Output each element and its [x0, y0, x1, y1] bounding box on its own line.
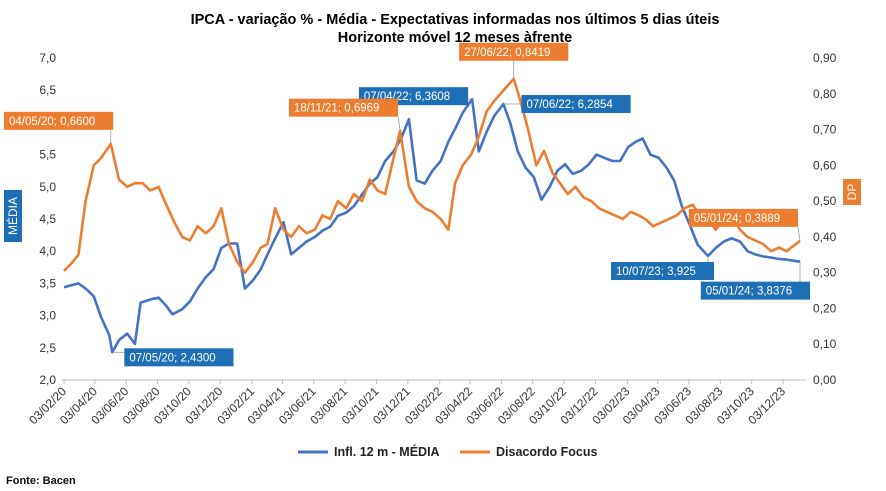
left-tick-label: 5,0: [39, 180, 56, 194]
legend-label-disacordo: Disacordo Focus: [496, 445, 597, 459]
left-tick-label: 2,0: [39, 373, 56, 387]
right-tick-label: 0,40: [813, 230, 837, 244]
chart-title: IPCA - variação % - Média - Expectativas…: [191, 12, 720, 28]
right-tick-label: 0,80: [813, 87, 837, 101]
right-tick-label: 0,90: [813, 51, 837, 65]
annotation-text: 05/01/24; 3,8376: [706, 286, 792, 298]
annotation-label: 07/05/20; 2,4300: [112, 348, 234, 367]
series-layer: [63, 77, 801, 354]
annotation-box: [4, 111, 114, 130]
left-axis-ticks: 2,02,53,03,54,04,55,05,56,06,57,0: [39, 51, 56, 387]
annotation-text: 27/06/22; 0,8419: [464, 47, 550, 59]
annotation-label: 18/11/21; 0,6969: [288, 98, 401, 131]
right-axis-ticks: 0,00 0,10 0,20 0,30 0,40 0,50 0,60 0,70 0,80 0,90: [813, 51, 837, 387]
left-tick-label: 3,0: [39, 309, 56, 323]
annotation-label: 27/06/22; 0,8419: [459, 42, 569, 79]
annotation-box: [611, 262, 714, 281]
right-tick-label: 0,20: [813, 301, 837, 315]
x-axis-ticks: 03/02/2003/04/2003/06/2003/08/2003/10/20…: [26, 380, 788, 427]
series-line-disacordo: [63, 77, 801, 275]
annotation-box: [521, 95, 631, 114]
annotation-text: 07/06/22; 6,2854: [526, 99, 613, 111]
annotation-leader: [397, 116, 401, 131]
left-tick-label: 4,5: [39, 212, 56, 226]
left-tick-label: 6,5: [39, 83, 56, 97]
left-tick-label: 3,5: [39, 276, 56, 290]
annotation-text: 10/07/23; 3,925: [616, 266, 696, 278]
right-axis-title-text: DP: [845, 184, 859, 201]
left-tick-label: 7,0: [39, 51, 56, 65]
right-tick-label: 0,10: [813, 337, 837, 351]
right-tick-label: 0,50: [813, 194, 837, 208]
chart-subtitle: Horizonte móvel 12 meses àfrente: [338, 30, 573, 46]
series-line-media: [63, 97, 801, 354]
right-tick-label: 0,00: [813, 373, 837, 387]
annotation-box: [700, 281, 810, 300]
right-tick-label: 0,30: [813, 266, 837, 280]
annotation-box: [124, 348, 234, 367]
annotation-text: 18/11/21; 0,6969: [294, 103, 379, 115]
annotation-label: 07/06/22; 6,2854: [503, 95, 631, 114]
left-tick-label: 4,0: [39, 244, 56, 258]
annotation-label: 05/01/24; 0,3889: [688, 208, 801, 241]
annotation-label: 04/05/20; 0,6600: [4, 111, 114, 144]
left-axis-title-text: MÉDIA: [5, 197, 20, 235]
annotation-text: 05/01/24; 0,3889: [694, 213, 780, 225]
right-axis-title-box: [843, 179, 861, 205]
annotation-label: 05/01/24; 3,8376: [700, 261, 810, 300]
annotation-box: [288, 98, 399, 117]
source-note: Fonte: Bacen: [6, 475, 76, 487]
annotation-box: [688, 208, 798, 227]
right-tick-label: 0,60: [813, 158, 837, 172]
right-tick-label: 0,70: [813, 123, 837, 137]
annotation-leader: [797, 226, 801, 241]
left-axis-title-box: [4, 190, 22, 242]
legend: Infl. 12 m - MÉDIA Disacordo Focus: [298, 444, 597, 459]
annotation-text: 04/05/20; 0,6600: [9, 116, 95, 128]
legend-label-media: Infl. 12 m - MÉDIA: [334, 444, 440, 459]
left-tick-label: 2,5: [39, 341, 56, 355]
annotation-label: 10/07/23; 3,925: [611, 256, 714, 281]
left-tick-label: 5,5: [39, 148, 56, 162]
left-axis-title: MÉDIA: [4, 190, 22, 242]
right-axis-title: DP: [843, 179, 861, 205]
annotation-text: 07/05/20; 2,4300: [129, 352, 215, 364]
annotation-box: [459, 42, 569, 61]
